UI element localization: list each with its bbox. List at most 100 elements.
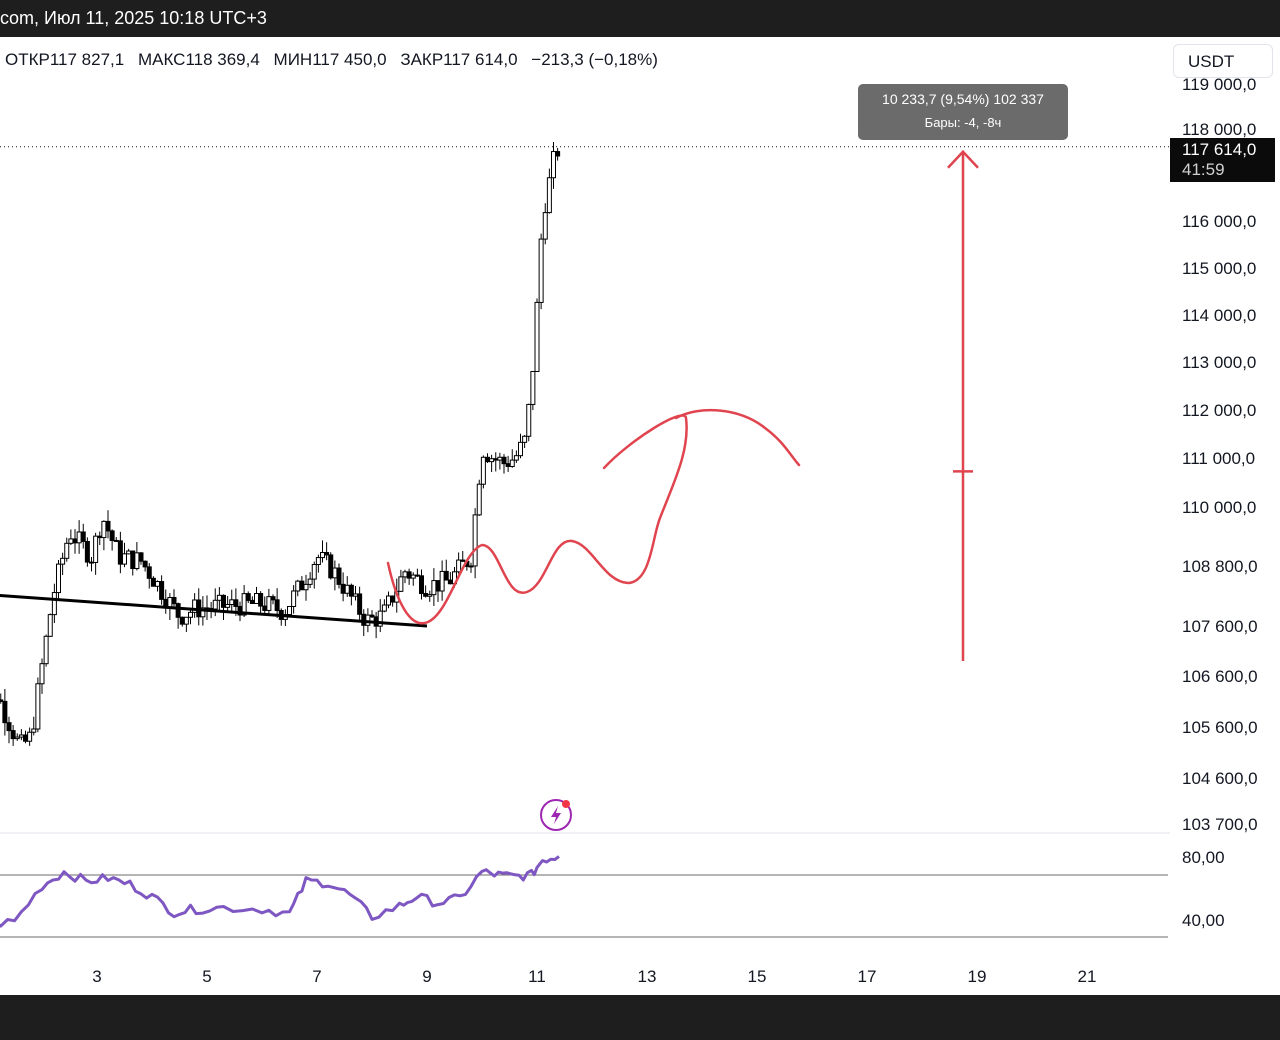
candle-body: [497, 456, 503, 461]
candle-body: [427, 594, 433, 597]
candle-body: [340, 583, 346, 594]
candle-body: [419, 575, 424, 594]
candle-body: [47, 614, 53, 637]
candle-body: [489, 458, 495, 463]
candle-body: [155, 581, 160, 587]
candle-body: [270, 596, 276, 601]
candle-body: [216, 594, 222, 601]
drawn-projection-curve[interactable]: [386, 414, 688, 625]
candle-body: [171, 597, 177, 605]
candle-body: [303, 583, 309, 591]
candle-body: [6, 722, 12, 732]
candle-body: [80, 531, 86, 542]
price-tick-label: 111 000,0: [1182, 449, 1255, 468]
rsi-line: [0, 855, 560, 928]
candle-body: [84, 540, 90, 563]
high-value: МАКС118 369,4: [137, 50, 260, 69]
candle-body: [183, 616, 189, 625]
candle-body: [188, 611, 193, 618]
candle-body: [439, 570, 445, 592]
price-tick-label: 119 000,0: [1182, 75, 1256, 94]
candle-body: [2, 700, 8, 724]
candle-body: [361, 613, 367, 626]
candle-body: [542, 212, 548, 240]
time-tick-label: 17: [858, 967, 877, 986]
candle-body: [522, 435, 528, 443]
candle-body: [435, 580, 441, 592]
price-tick-label: 116 000,0: [1182, 212, 1256, 231]
candle-body: [311, 564, 317, 580]
candle-body: [39, 663, 45, 685]
lightning-icon[interactable]: [540, 799, 572, 831]
candle-body: [51, 592, 57, 616]
time-tick-label: 21: [1078, 967, 1097, 986]
close-value: ЗАКР117 614,0: [400, 50, 518, 69]
candle-body: [534, 301, 540, 372]
candle-body: [142, 560, 148, 568]
candle-body: [56, 563, 61, 594]
ohlc-legend: ОТКР117 827,1 МАКС118 369,4 МИН117 450,0…: [5, 50, 667, 70]
candle-body: [175, 603, 181, 618]
candle-body: [60, 557, 66, 565]
candle-body: [287, 605, 292, 616]
candle-body: [551, 151, 556, 179]
candle-body: [538, 238, 544, 303]
candle-body: [245, 593, 251, 601]
candle-body: [423, 592, 429, 597]
candle-body: [480, 456, 486, 485]
bar-countdown: 41:59: [1182, 160, 1225, 179]
candle-body: [126, 550, 132, 555]
price-tick-label: 113 000,0: [1182, 353, 1256, 372]
candle-body: [315, 557, 321, 566]
candle-body: [146, 566, 152, 579]
bottom-bar: [0, 995, 1280, 1040]
currency-button[interactable]: USDT: [1173, 44, 1273, 78]
price-axis[interactable]: 119 000,0 118 000,0 116 000,0 115 000,0 114 …: [1182, 75, 1258, 834]
candle-body: [357, 593, 363, 615]
candle-body: [254, 593, 259, 605]
candle-body: [336, 567, 342, 585]
candle-body: [233, 599, 239, 607]
time-axis[interactable]: 13579111315171921: [0, 967, 1096, 986]
candle-body: [526, 403, 532, 437]
current-price-badge: 117 614,0 41:59: [1170, 138, 1275, 182]
candle-body: [93, 535, 99, 563]
candle-body: [509, 459, 515, 467]
candle-body: [369, 614, 375, 618]
candle-body: [134, 552, 140, 570]
candle-body: [10, 730, 16, 740]
price-tick-label: 112 000,0: [1182, 401, 1256, 420]
candle-body: [513, 455, 519, 461]
top-bar: com, Июл 11, 2025 10:18 UTC+3: [0, 0, 1280, 37]
time-tick-label: 9: [422, 967, 431, 986]
candle-body: [299, 580, 305, 591]
price-tick-label: 104 600,0: [1182, 769, 1258, 788]
candle-body: [97, 535, 103, 539]
candle-body: [414, 574, 420, 577]
candle-body: [101, 520, 107, 539]
drawn-projection-top[interactable]: [674, 408, 801, 467]
candle-body: [266, 596, 272, 611]
candle-body: [89, 561, 94, 564]
candle-body: [505, 463, 511, 467]
measure-range: 10 233,7 (9,54%) 102 337: [882, 91, 1044, 107]
candle-body: [320, 552, 325, 559]
candle-body: [447, 579, 453, 585]
candle-body: [72, 538, 78, 544]
price-tick-label: 103 700,0: [1182, 815, 1258, 834]
rsi-axis: 80,00 40,00: [1182, 848, 1225, 930]
candle-body: [518, 441, 523, 457]
measure-arrow[interactable]: [947, 149, 979, 661]
candle-body: [402, 571, 408, 578]
trendline[interactable]: [0, 591, 428, 628]
candle-body: [23, 734, 28, 742]
current-price: 117 614,0: [1182, 140, 1257, 159]
candle-body: [468, 565, 474, 568]
price-tick-label: 114 000,0: [1182, 306, 1256, 325]
candle-body: [249, 599, 255, 605]
change-value: −213,3 (−0,18%): [531, 50, 658, 69]
time-tick-label: 19: [968, 967, 987, 986]
open-value: ОТКР117 827,1: [5, 50, 125, 69]
candle-body: [14, 736, 20, 740]
